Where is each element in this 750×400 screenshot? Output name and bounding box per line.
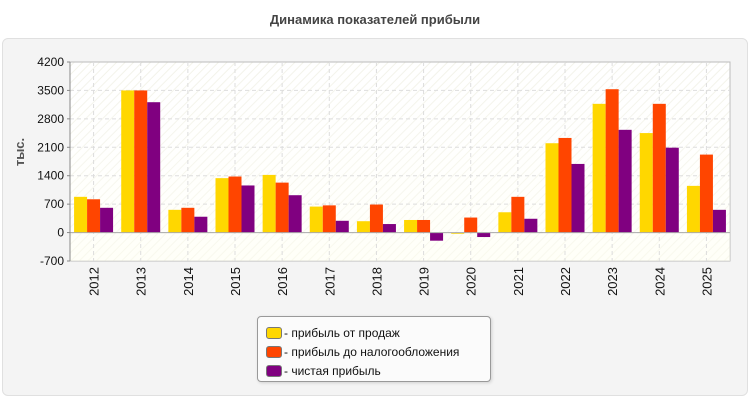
y-axis-label: тыс. xyxy=(12,138,27,166)
bar-pretax-profit-2024 xyxy=(652,103,666,233)
legend-item-net-profit: - чистая прибыль xyxy=(266,361,490,380)
bar-net-profit-2017 xyxy=(335,220,349,233)
bar-pretax-profit-2017 xyxy=(322,205,336,233)
bar-sales-profit-2018 xyxy=(356,221,370,233)
y-tick-label: 1400 xyxy=(37,169,64,183)
bar-sales-profit-2025 xyxy=(686,185,700,233)
x-tick-label: 2016 xyxy=(275,267,290,296)
bar-pretax-profit-2014 xyxy=(181,207,195,233)
legend-label-pretax-profit: - прибыль до налогообложения xyxy=(284,344,460,359)
x-tick-label: 2013 xyxy=(134,267,149,296)
bar-pretax-profit-2022 xyxy=(558,137,572,233)
legend: - прибыль от продаж - прибыль до налогоо… xyxy=(257,316,491,382)
bar-net-profit-2018 xyxy=(382,224,396,233)
bar-sales-profit-2024 xyxy=(639,133,653,233)
bar-pretax-profit-2012 xyxy=(87,199,101,233)
y-tick-label: 2800 xyxy=(37,112,64,126)
legend-label-sales-profit: - прибыль от продаж xyxy=(284,325,400,340)
bar-sales-profit-2013 xyxy=(121,90,135,233)
bar-sales-profit-2017 xyxy=(309,206,323,233)
bar-sales-profit-2020 xyxy=(451,232,465,234)
legend-label-net-profit: - чистая прибыль xyxy=(284,363,381,378)
bar-net-profit-2013 xyxy=(147,102,161,233)
bar-net-profit-2019 xyxy=(430,232,444,241)
bar-sales-profit-2021 xyxy=(498,212,512,233)
bar-sales-profit-2019 xyxy=(404,219,418,233)
x-tick-label: 2012 xyxy=(87,267,102,296)
legend-swatch-net-profit xyxy=(266,364,282,377)
bar-sales-profit-2015 xyxy=(215,178,229,233)
bar-pretax-profit-2013 xyxy=(134,90,148,233)
y-tick-label: 2100 xyxy=(37,140,64,154)
bar-net-profit-2012 xyxy=(100,207,114,233)
bar-pretax-profit-2023 xyxy=(605,89,619,233)
x-tick-label: 2021 xyxy=(511,267,526,296)
bar-sales-profit-2016 xyxy=(262,174,276,233)
y-tick-label: 4200 xyxy=(37,55,64,69)
bar-sales-profit-2022 xyxy=(545,143,559,233)
x-tick-label: 2014 xyxy=(181,267,196,296)
bar-sales-profit-2023 xyxy=(592,103,606,233)
bar-net-profit-2022 xyxy=(571,163,585,233)
bar-pretax-profit-2020 xyxy=(464,217,478,233)
legend-item-sales-profit: - прибыль от продаж xyxy=(266,323,490,342)
y-tick-label: 0 xyxy=(57,226,64,240)
bar-net-profit-2025 xyxy=(712,209,726,233)
bar-pretax-profit-2021 xyxy=(511,196,525,233)
bar-pretax-profit-2015 xyxy=(228,176,242,233)
x-tick-label: 2024 xyxy=(652,267,667,296)
bar-net-profit-2021 xyxy=(524,218,538,233)
x-tick-label: 2025 xyxy=(699,267,714,296)
y-tick-label: 700 xyxy=(44,197,64,211)
bar-net-profit-2015 xyxy=(241,185,255,233)
bar-pretax-profit-2016 xyxy=(275,182,289,233)
bar-sales-profit-2014 xyxy=(168,209,182,233)
x-tick-label: 2022 xyxy=(558,267,573,296)
x-tick-label: 2018 xyxy=(369,267,384,296)
bar-net-profit-2024 xyxy=(665,147,679,233)
axes: -700 0 700 1400 2100 2800 3500 4200 2012 2013 2014… xyxy=(37,55,730,296)
chart-title: Динамика показателей прибыли xyxy=(269,12,481,27)
x-tick-label: 2019 xyxy=(417,267,432,296)
y-tick-label: 3500 xyxy=(37,83,64,97)
y-tick-label: -700 xyxy=(40,254,64,268)
bar-pretax-profit-2025 xyxy=(699,154,713,233)
bar-pretax-profit-2018 xyxy=(369,204,383,233)
bar-sales-profit-2012 xyxy=(74,196,88,233)
x-tick-label: 2017 xyxy=(322,267,337,296)
bar-net-profit-2016 xyxy=(288,195,302,233)
bar-net-profit-2014 xyxy=(194,216,208,233)
legend-item-pretax-profit: - прибыль до налогообложения xyxy=(266,342,490,361)
legend-swatch-pretax-profit xyxy=(266,345,282,358)
bars xyxy=(74,89,726,241)
x-tick-label: 2020 xyxy=(464,267,479,296)
legend-swatch-sales-profit xyxy=(266,326,282,339)
bar-pretax-profit-2019 xyxy=(417,219,431,233)
x-tick-label: 2015 xyxy=(228,267,243,296)
bar-net-profit-2023 xyxy=(618,129,632,233)
bar-net-profit-2020 xyxy=(477,232,491,238)
x-tick-label: 2023 xyxy=(605,267,620,296)
